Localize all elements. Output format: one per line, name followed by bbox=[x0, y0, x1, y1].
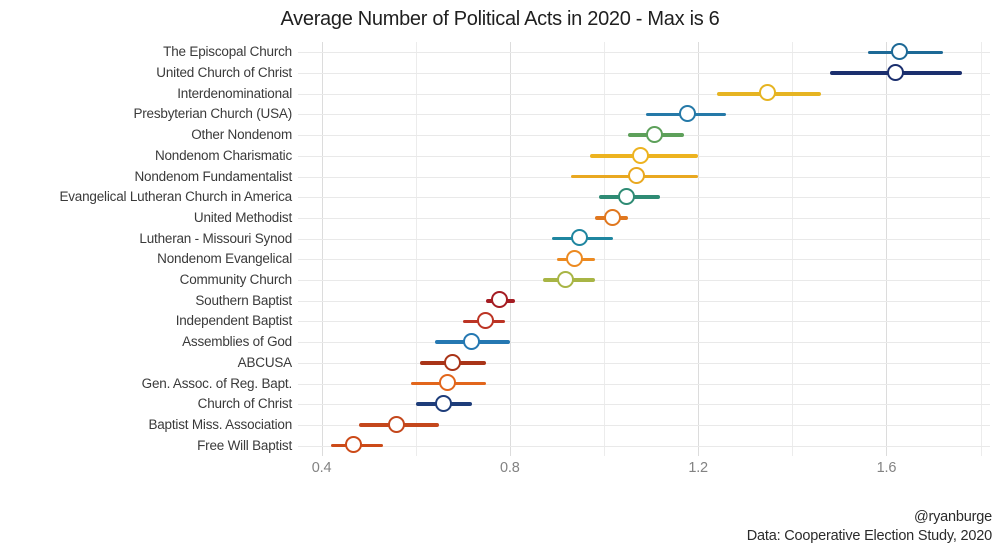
x-axis-tick-label: 0.4 bbox=[311, 460, 332, 476]
y-gridline bbox=[298, 73, 990, 75]
caption-source: Data: Cooperative Election Study, 2020 bbox=[746, 528, 992, 544]
mean-point bbox=[886, 63, 904, 81]
y-gridline bbox=[298, 93, 990, 95]
x-gridline bbox=[980, 42, 982, 456]
mean-point bbox=[476, 312, 494, 330]
y-gridline bbox=[298, 342, 990, 344]
y-axis-label: ABCUSA bbox=[237, 354, 293, 370]
y-axis-label: Presbyterian Church (USA) bbox=[133, 106, 292, 122]
x-gridline bbox=[792, 42, 794, 456]
y-axis-label: Lutheran - Missouri Synod bbox=[139, 230, 292, 246]
mean-point bbox=[646, 125, 664, 143]
mean-point bbox=[434, 394, 452, 412]
x-gridline bbox=[415, 42, 417, 456]
x-gridline bbox=[321, 42, 323, 456]
y-axis-label: Nondenom Charismatic bbox=[154, 147, 292, 163]
y-axis-label: Nondenom Evangelical bbox=[157, 251, 292, 267]
y-axis-label: Southern Baptist bbox=[195, 292, 292, 308]
x-gridline bbox=[509, 42, 511, 456]
caption-author: @ryanburge bbox=[913, 509, 992, 525]
mean-point bbox=[444, 353, 462, 371]
mean-point bbox=[759, 84, 777, 102]
y-gridline bbox=[298, 52, 990, 54]
x-gridline bbox=[886, 42, 888, 456]
x-axis-tick-label: 0.8 bbox=[500, 460, 520, 476]
chart-title: Average Number of Political Acts in 2020… bbox=[280, 8, 720, 30]
mean-point bbox=[891, 43, 909, 61]
y-gridline bbox=[298, 404, 990, 406]
y-axis-label: Church of Christ bbox=[197, 396, 293, 412]
y-axis-label: Evangelical Lutheran Church in America bbox=[59, 189, 292, 205]
mean-point bbox=[557, 270, 575, 288]
x-gridline bbox=[698, 42, 700, 456]
y-axis-label: United Methodist bbox=[193, 209, 292, 225]
y-gridline bbox=[298, 217, 990, 219]
y-axis-label: Independent Baptist bbox=[175, 313, 292, 329]
y-gridline bbox=[298, 114, 990, 116]
mean-point bbox=[627, 167, 645, 185]
y-axis-label: Free Will Baptist bbox=[197, 437, 292, 453]
y-axis-label: Nondenom Fundamentalist bbox=[134, 168, 293, 184]
y-gridline bbox=[298, 383, 990, 385]
y-axis-label: Interdenominational bbox=[177, 85, 292, 101]
y-gridline bbox=[298, 238, 990, 240]
mean-point bbox=[632, 146, 650, 164]
mean-point bbox=[462, 332, 480, 350]
y-axis-label: Assemblies of God bbox=[182, 334, 292, 350]
x-gridline bbox=[603, 42, 605, 456]
y-gridline bbox=[298, 300, 990, 302]
caption: @ryanburge Data: Cooperative Election St… bbox=[747, 508, 992, 546]
y-axis-label: Other Nondenom bbox=[191, 127, 292, 143]
mean-point bbox=[566, 250, 584, 268]
mean-point bbox=[387, 415, 405, 433]
mean-point bbox=[491, 291, 509, 309]
y-axis-label: Baptist Miss. Association bbox=[148, 416, 292, 432]
y-gridline bbox=[298, 321, 990, 323]
plot-panel bbox=[298, 42, 990, 456]
y-gridline bbox=[298, 445, 990, 447]
y-gridline bbox=[298, 280, 990, 282]
mean-point bbox=[345, 436, 363, 454]
y-gridline bbox=[298, 424, 990, 426]
mean-point bbox=[571, 229, 589, 247]
y-axis-label: Community Church bbox=[179, 272, 293, 288]
y-gridline bbox=[298, 362, 990, 364]
mean-point bbox=[679, 105, 697, 123]
y-axis-label: United Church of Christ bbox=[156, 65, 292, 81]
x-axis-tick-label: 1.6 bbox=[876, 460, 897, 476]
y-axis-label: Gen. Assoc. of Reg. Bapt. bbox=[141, 375, 293, 391]
x-axis-tick-label: 1.2 bbox=[688, 460, 708, 476]
mean-point bbox=[604, 208, 622, 226]
mean-point bbox=[618, 187, 636, 205]
mean-point bbox=[439, 374, 457, 392]
y-axis-label: The Episcopal Church bbox=[163, 44, 292, 60]
y-gridline bbox=[298, 259, 990, 261]
